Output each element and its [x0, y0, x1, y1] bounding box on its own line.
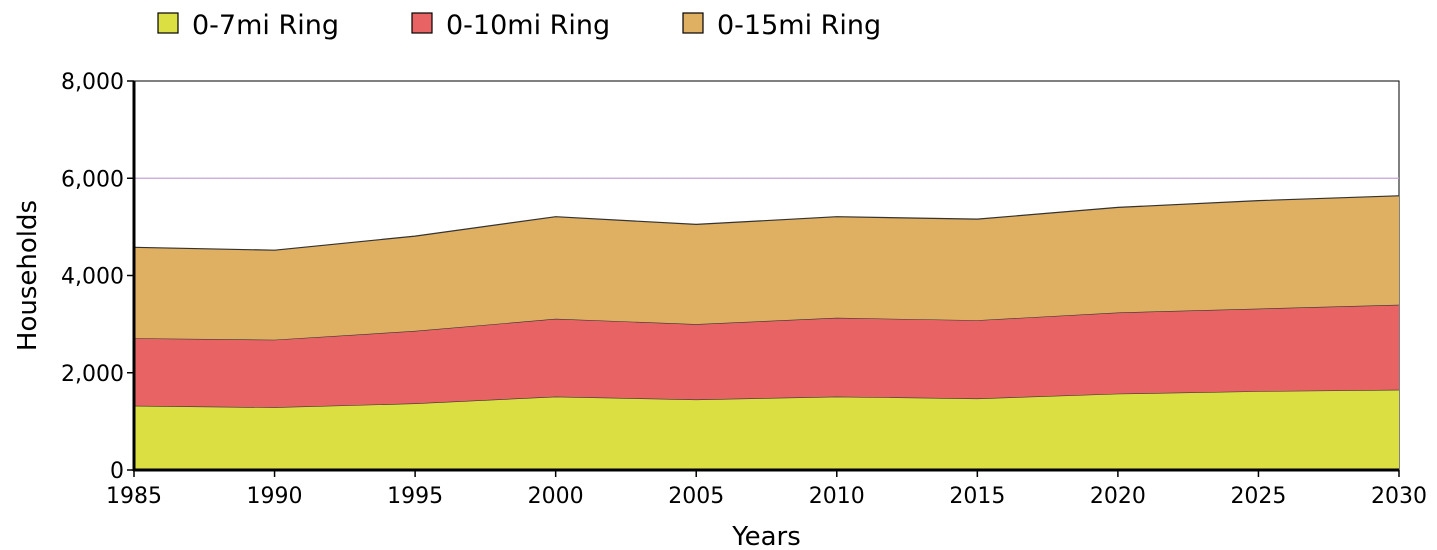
axes: 0 2,000 4,000 6,000 8,000 1985 1990 1995 2000 200… [61, 70, 1427, 509]
x-tick-label: 2000 [528, 484, 584, 509]
y-tick-label: 0 [110, 459, 124, 484]
x-tick-label: 2015 [949, 484, 1005, 509]
legend-label: 0-15mi Ring [717, 10, 881, 41]
y-tick-label: 6,000 [61, 167, 124, 192]
x-tick-label: 1985 [106, 484, 162, 509]
y-tick-label: 4,000 [61, 265, 124, 290]
area-series [133, 195, 1400, 470]
series-area-2 [134, 304, 1399, 408]
x-tick-label: 2020 [1090, 484, 1146, 509]
y-tick-label: 2,000 [61, 362, 124, 387]
legend-swatch [157, 12, 179, 34]
y-tick-label: 8,000 [61, 70, 124, 95]
x-tick-label: 1995 [387, 484, 443, 509]
x-tick-label: 1990 [247, 484, 303, 509]
series-line-3 [133, 195, 1400, 251]
x-tick-label: 2010 [809, 484, 865, 509]
x-axis-title: Years [731, 522, 801, 550]
x-tick-label: 2025 [1230, 484, 1286, 509]
x-tick-label: 2005 [668, 484, 724, 509]
legend-swatch [682, 12, 704, 34]
legend-label: 0-10mi Ring [446, 10, 610, 41]
series-area-1 [134, 389, 1399, 470]
y-axis-title: Households [13, 200, 43, 351]
legend-label: 0-7mi Ring [192, 10, 339, 41]
x-tick-label: 2030 [1371, 484, 1427, 509]
legend-swatch [411, 12, 433, 34]
legend: 0-7mi Ring 0-10mi Ring 0-15mi Ring [157, 10, 881, 41]
